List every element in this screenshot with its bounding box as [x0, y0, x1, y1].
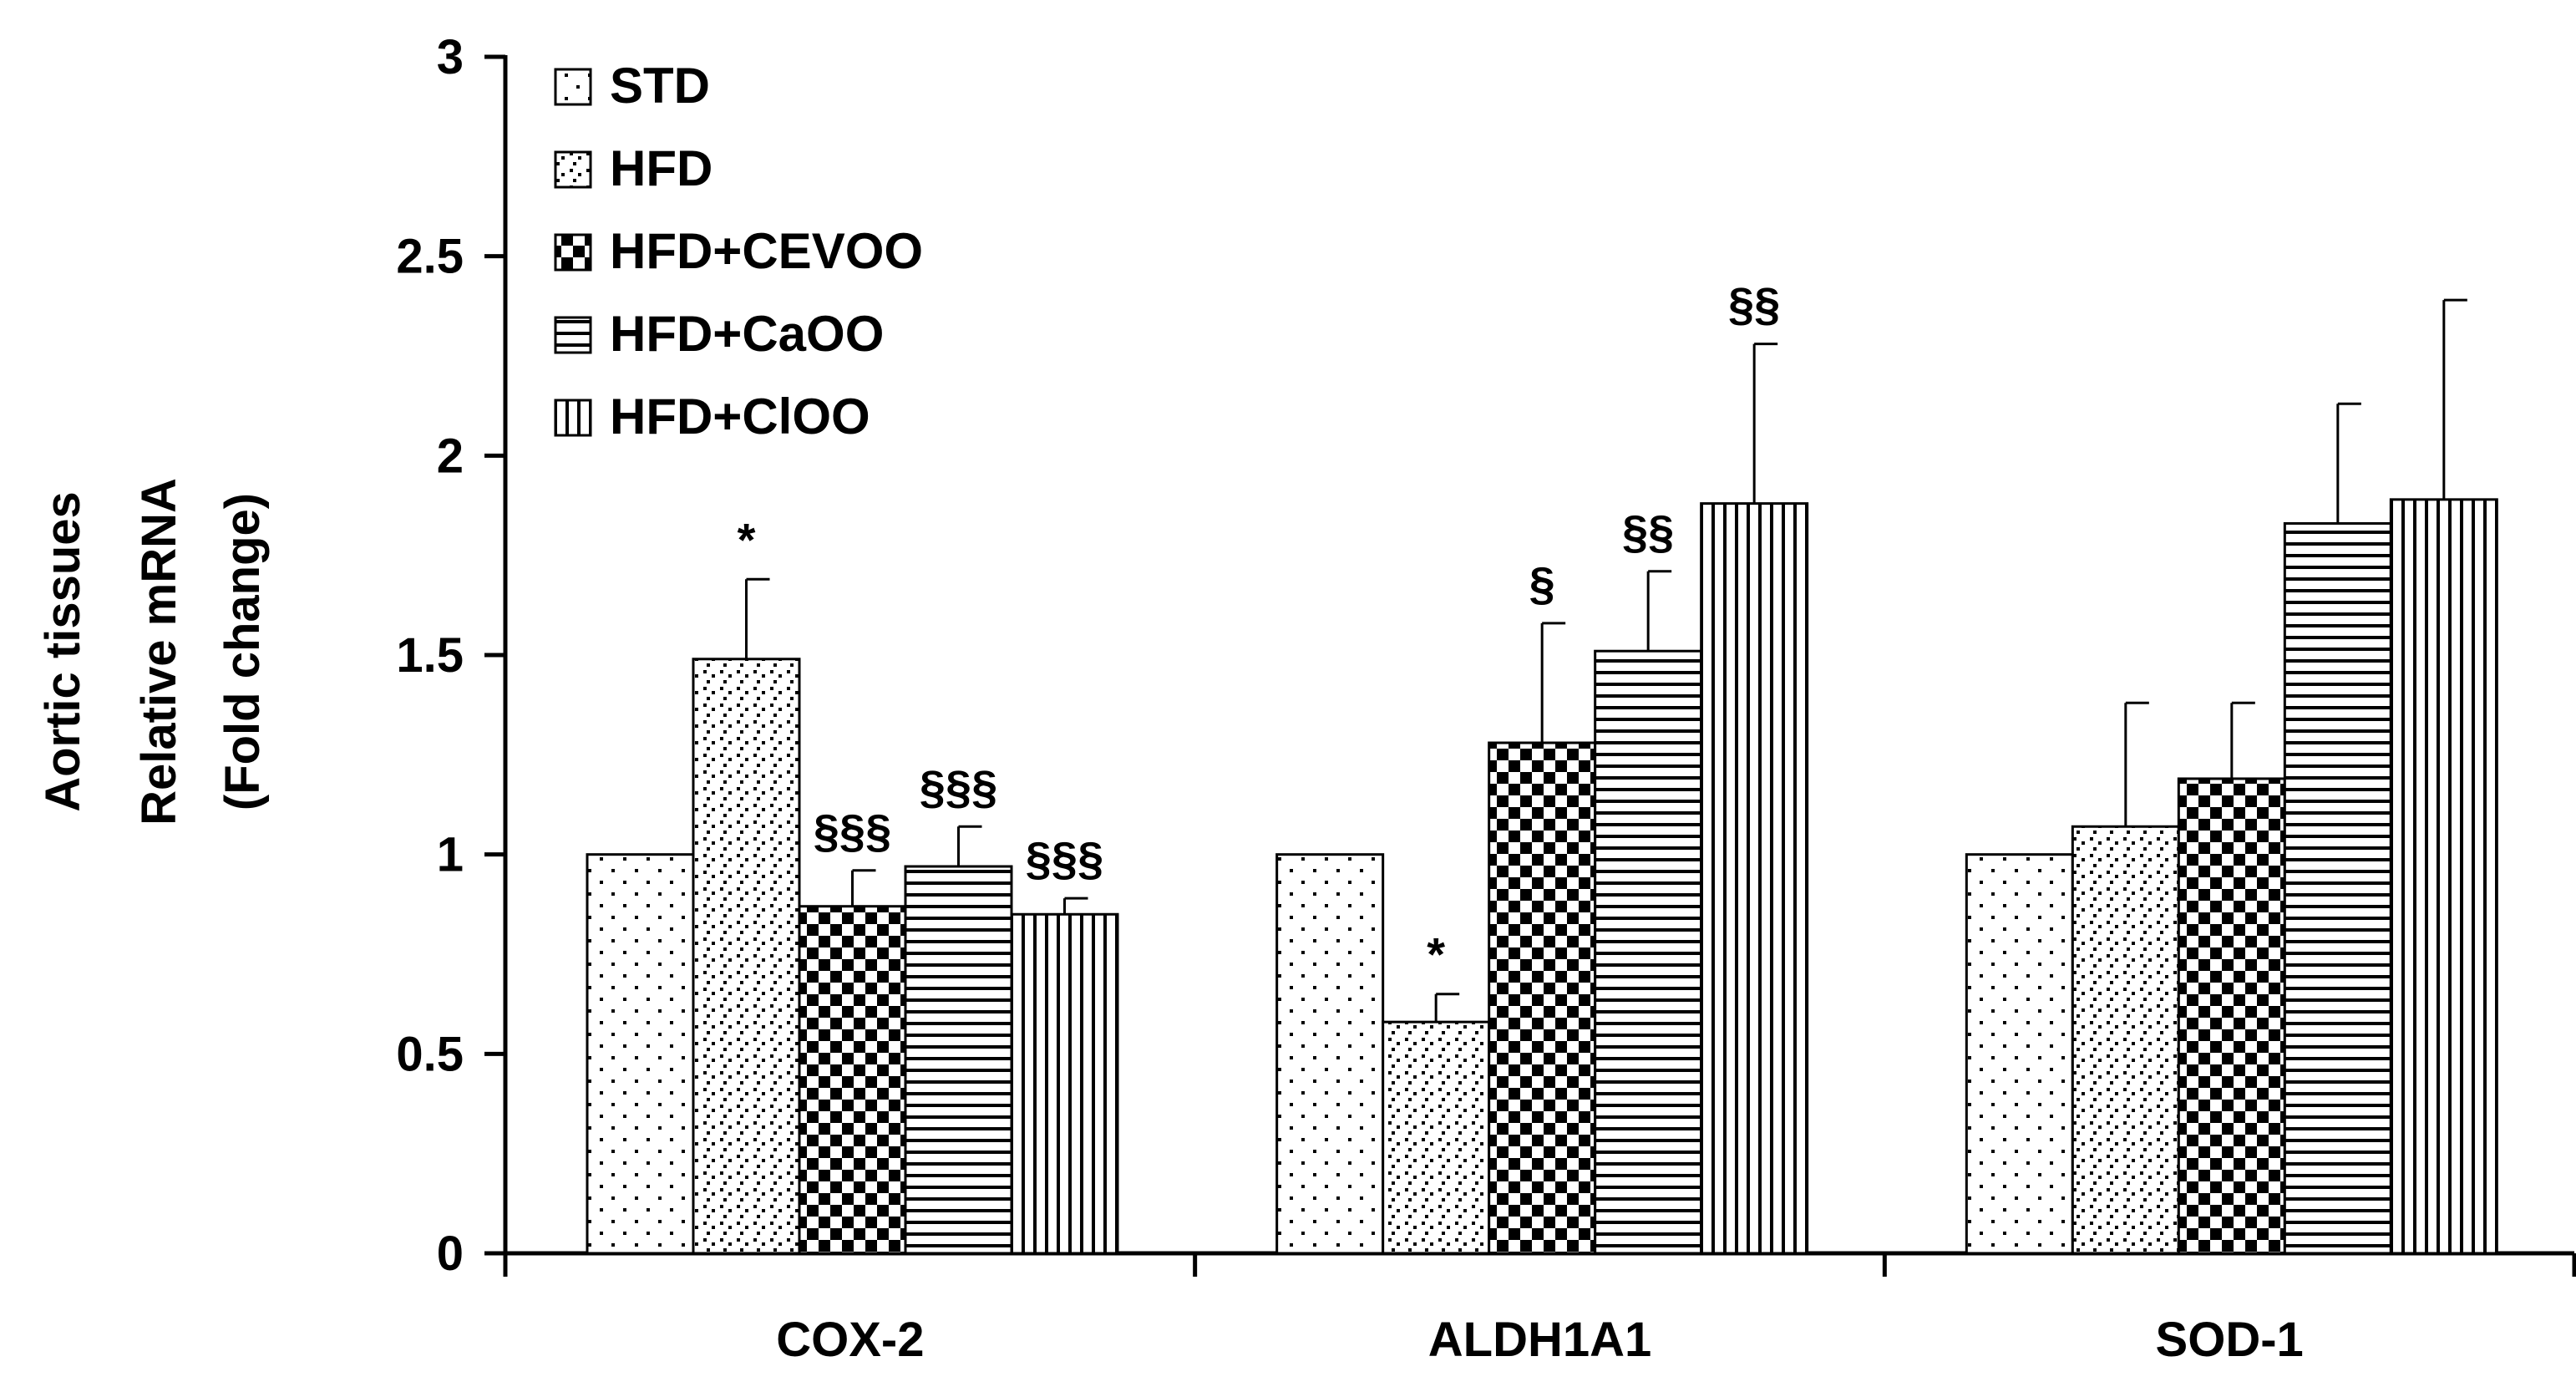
y-tick-label: 0.5 [396, 1027, 464, 1081]
bar [904, 865, 1013, 1255]
y-axis-label-line: (Fold change) [216, 493, 270, 810]
y-axis-label-line: Aortic tissues [36, 491, 90, 812]
bar [1594, 649, 1703, 1255]
legend-label: HFD [610, 140, 712, 196]
legend-swatch [554, 233, 592, 272]
x-tick-label: SOD-1 [2156, 1313, 2304, 1367]
bar [798, 905, 907, 1255]
significance-label: §§§ [920, 760, 997, 813]
bar [1275, 853, 1385, 1255]
y-axis-label-line: Relative mRNA [132, 478, 186, 826]
bar [1488, 741, 1597, 1255]
bar [1010, 912, 1119, 1255]
significance-label: §§ [1622, 505, 1674, 558]
legend-label: HFD+CaOO [610, 306, 884, 362]
legend-swatch [554, 150, 592, 189]
legend-label: STD [610, 58, 710, 114]
y-tick-label: 1.5 [396, 628, 464, 683]
bar [1382, 1020, 1491, 1255]
legend-label: HFD+ClOO [610, 389, 870, 444]
bar [2283, 521, 2392, 1255]
y-tick-label: 1 [437, 828, 464, 882]
x-axis: COX-2 ALDH1A1 SOD-1 [484, 1251, 2576, 1367]
significance-label: §§ [1728, 278, 1780, 331]
significance-label: §§§ [1026, 832, 1103, 885]
y-tick-label: 2.5 [396, 230, 464, 284]
bar [692, 658, 801, 1255]
y-tick-label: 0 [437, 1227, 464, 1281]
legend: STD HFD HFD+CEVOO HFD+CaOO HFD+ClOO [554, 58, 923, 444]
significance-label: * [738, 513, 756, 566]
legend-swatch [554, 316, 592, 354]
legend-swatch [554, 68, 592, 106]
y-tick-label: 3 [437, 30, 464, 84]
x-tick-label: ALDH1A1 [1428, 1313, 1652, 1367]
bar [586, 853, 695, 1255]
bar-series-group: *§§§§§§§§§*§§§§§ [586, 278, 2498, 1255]
bar [1965, 853, 2074, 1255]
legend-swatch [554, 399, 592, 437]
bar [1700, 502, 1809, 1255]
significance-label: § [1529, 557, 1555, 610]
significance-label: * [1427, 928, 1445, 981]
x-tick-label: COX-2 [776, 1313, 924, 1367]
bar [2071, 825, 2180, 1255]
y-axis: 0 0.5 1 1.5 2 2.5 3 [396, 30, 508, 1281]
bar [2389, 498, 2498, 1255]
significance-label: §§§ [814, 805, 891, 857]
legend-label: HFD+CEVOO [610, 223, 923, 279]
y-axis-label: Aortic tissues Relative mRNA (Fold change) [36, 478, 270, 826]
bar [2177, 777, 2286, 1255]
y-tick-label: 2 [437, 429, 464, 483]
